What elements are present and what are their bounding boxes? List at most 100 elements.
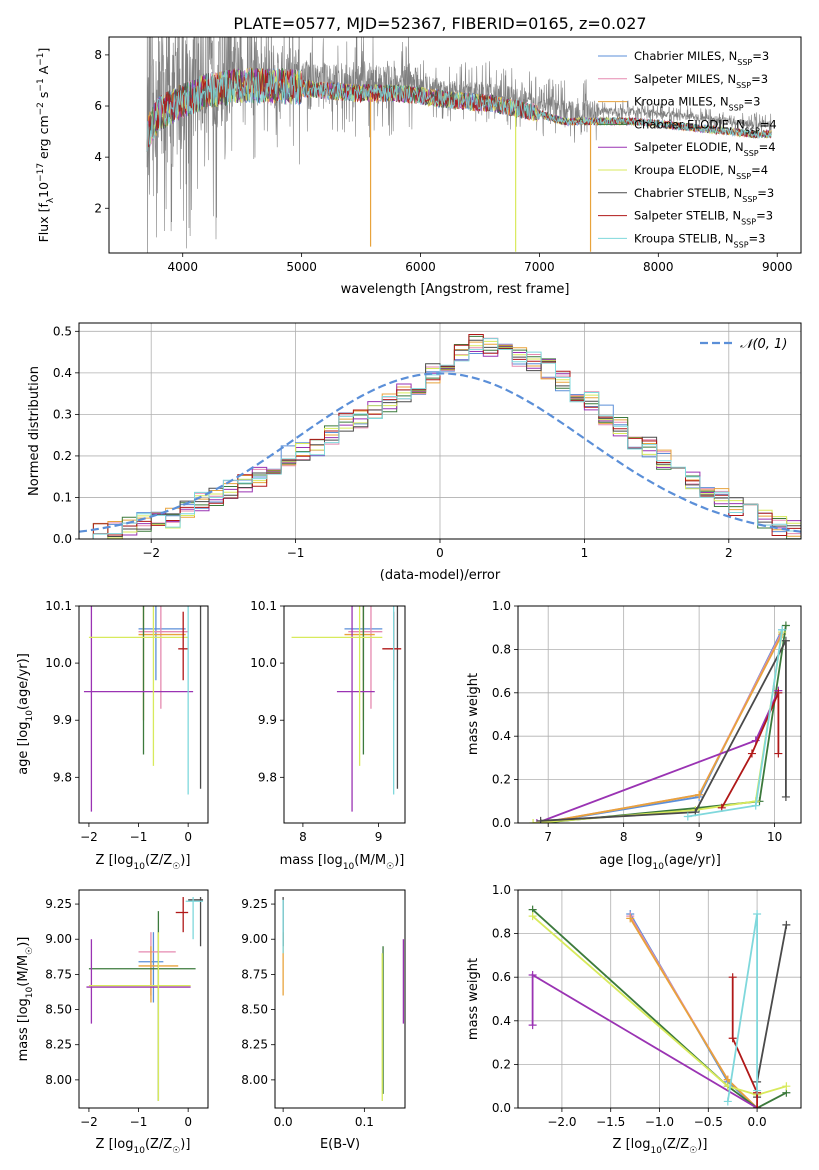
x-tick-label: 4000 bbox=[167, 260, 198, 274]
legend-label-salpeter_stelib: Salpeter STELIB, NSSP=3 bbox=[634, 209, 773, 227]
plot-area bbox=[146, 37, 772, 253]
x-tick-label: −1 bbox=[130, 1115, 148, 1129]
weight-line-salpeter_stelib bbox=[721, 692, 780, 809]
x-tick-label: −0.5 bbox=[694, 1115, 723, 1129]
weight-marker-kroupa_elodie bbox=[529, 819, 538, 823]
weight-line-kroupa_elodie bbox=[533, 631, 783, 823]
axes-frame bbox=[274, 889, 406, 1109]
panel-age_vs_Z: −2 −1 0 9.8 9.9 10.0 10.1 Z [log10(Z/Z☉)] age [l… bbox=[16, 599, 209, 872]
x-tick-label: −2 bbox=[142, 546, 160, 560]
x-axis-label: Z [log10(Z/Z☉)] bbox=[613, 1137, 708, 1156]
legend-label-chabrier_elodie: Chabrier ELODIE, NSSP=4 bbox=[634, 117, 777, 135]
y-tick-label: 8 bbox=[94, 48, 102, 62]
panel-weight_vs_age: 7 8 9 10 0.0 0.2 0.4 0.6 0.8 1.0 age [log10(age/yr… bbox=[466, 599, 802, 872]
weight-line-chabrier_stelib bbox=[540, 640, 787, 822]
plot-area bbox=[83, 606, 202, 812]
y-tick-label: 8.50 bbox=[241, 1003, 268, 1017]
weight-line-kroupa_miles bbox=[540, 633, 783, 823]
panel-spectrum: 4000 5000 6000 7000 8000 9000 2 4 6 8 wavelength [… bbox=[36, 36, 802, 297]
y-tick-label: 0.8 bbox=[492, 642, 511, 656]
axes-frame bbox=[517, 605, 802, 824]
x-axis-label: Z [log10(Z/Z☉)] bbox=[96, 1137, 191, 1156]
y-tick-label: 0.4 bbox=[53, 366, 72, 380]
axes-frame bbox=[78, 322, 802, 540]
weight-marker-kroupa_miles bbox=[626, 914, 635, 923]
x-tick-label: 10 bbox=[767, 830, 782, 844]
weight-marker-salpeter_stelib bbox=[728, 973, 737, 982]
x-axis-label: Z [log10(Z/Z☉)] bbox=[96, 853, 191, 872]
y-tick-label: 8.75 bbox=[45, 967, 72, 981]
weight-line-chabrier_miles bbox=[629, 913, 758, 1108]
x-tick-label: 9 bbox=[375, 830, 383, 844]
weight-marker-kroupa_stelib bbox=[723, 1097, 732, 1106]
y-tick-label: 6 bbox=[94, 99, 102, 113]
weight-marker-kroupa_stelib bbox=[751, 801, 760, 810]
weight-marker-salpeter_elodie bbox=[528, 971, 537, 980]
panel-residuals: −2 −1 0 1 2 0.0 0.1 0.2 0.3 0.4 0.5 𝒩(0, 1) (data-mo… bbox=[27, 322, 802, 583]
histogram-kroupa_stelib bbox=[79, 338, 801, 539]
x-tick-label: −1.0 bbox=[645, 1115, 674, 1129]
y-tick-label: 0.8 bbox=[492, 927, 511, 941]
legend-label-kroupa_miles: Kroupa MILES, NSSP=3 bbox=[634, 95, 760, 113]
weight-marker-salpeter_stelib bbox=[774, 749, 783, 758]
y-tick-label: 2 bbox=[94, 201, 102, 215]
x-tick-label: 5000 bbox=[286, 260, 317, 274]
panel-weight_vs_Z: −2.0 −1.5 −1.0 −0.5 0.0 0.0 0.2 0.4 0.6 0.8 1.0 Z [… bbox=[466, 883, 802, 1156]
weight-line-chabrier_elodie bbox=[531, 908, 787, 1108]
y-tick-label: 1.0 bbox=[492, 599, 511, 613]
x-tick-label: 1 bbox=[581, 546, 589, 560]
weight-marker-chabrier_stelib bbox=[782, 920, 791, 929]
y-tick-label: 0.3 bbox=[53, 407, 72, 421]
weight-marker-kroupa_stelib bbox=[778, 625, 787, 634]
legend: Chabrier MILES, NSSP=3 Salpeter MILES, NS… bbox=[598, 49, 777, 249]
y-tick-label: 10.0 bbox=[250, 656, 277, 670]
y-tick-label: 10.1 bbox=[250, 599, 277, 613]
x-tick-label: 8 bbox=[620, 830, 628, 844]
y-tick-label: 9.8 bbox=[53, 770, 72, 784]
x-tick-label: −2.0 bbox=[547, 1115, 576, 1129]
weight-marker-kroupa_stelib bbox=[683, 812, 692, 821]
legend-normal-label: 𝒩(0, 1) bbox=[740, 337, 787, 352]
weight-line-salpeter_elodie bbox=[531, 973, 758, 1108]
y-tick-label: 0.5 bbox=[53, 324, 72, 338]
x-tick-label: −1.5 bbox=[596, 1115, 625, 1129]
weight-line-salpeter_miles bbox=[540, 631, 783, 823]
weight-marker-salpeter_stelib bbox=[753, 1104, 762, 1108]
weight-line-chabrier_elodie bbox=[540, 625, 787, 823]
axes-frame bbox=[517, 889, 802, 1109]
y-tick-label: 0.2 bbox=[492, 773, 511, 787]
x-tick-label: −1 bbox=[130, 830, 148, 844]
y-tick-label: 10.0 bbox=[45, 656, 72, 670]
plot-area bbox=[291, 606, 402, 812]
weight-marker-kroupa_elodie bbox=[528, 912, 537, 921]
panel-mass_vs_ebv: 0.0 0.1 8.00 8.25 8.50 8.75 9.00 9.25 E(B-V) bbox=[241, 889, 406, 1152]
x-tick-label: 9000 bbox=[762, 260, 793, 274]
x-axis-label: mass [log10(M/M☉)] bbox=[280, 853, 405, 872]
weight-marker-kroupa_stelib bbox=[753, 909, 762, 918]
y-axis-label: mass weight bbox=[466, 958, 481, 1040]
weight-marker-chabrier_elodie bbox=[781, 621, 790, 630]
y-tick-label: 9.25 bbox=[45, 897, 72, 911]
normal-curve bbox=[79, 372, 801, 533]
x-axis-label: age [log10(age/yr)] bbox=[599, 853, 721, 872]
weight-line-chabrier_stelib bbox=[756, 924, 788, 1098]
y-tick-label: 9.00 bbox=[241, 932, 268, 946]
x-tick-label: 0 bbox=[436, 546, 444, 560]
figure-title: PLATE=0577, MJD=52367, FIBERID=0165, z=0… bbox=[233, 14, 646, 33]
x-tick-label: −2 bbox=[80, 1115, 98, 1129]
plot-area bbox=[518, 606, 801, 823]
y-tick-label: 0.6 bbox=[492, 970, 511, 984]
legend-label-salpeter_elodie: Salpeter ELODIE, NSSP=4 bbox=[634, 140, 776, 158]
y-tick-label: 1.0 bbox=[492, 883, 511, 897]
y-tick-label: 0.0 bbox=[492, 816, 511, 830]
weight-line-salpeter_stelib bbox=[731, 977, 758, 1108]
x-tick-label: 0 bbox=[184, 830, 192, 844]
y-tick-label: 0.0 bbox=[53, 532, 72, 546]
x-tick-label: 0.0 bbox=[748, 1115, 767, 1129]
legend-label-chabrier_stelib: Chabrier STELIB, NSSP=3 bbox=[634, 186, 774, 204]
y-axis-label: age [log10(age/yr)] bbox=[16, 653, 35, 775]
y-tick-label: 9.8 bbox=[258, 770, 277, 784]
x-axis-label: wavelength [Angstrom, rest frame] bbox=[341, 282, 570, 297]
y-tick-label: 8.50 bbox=[45, 1003, 72, 1017]
x-tick-label: 7000 bbox=[524, 260, 555, 274]
